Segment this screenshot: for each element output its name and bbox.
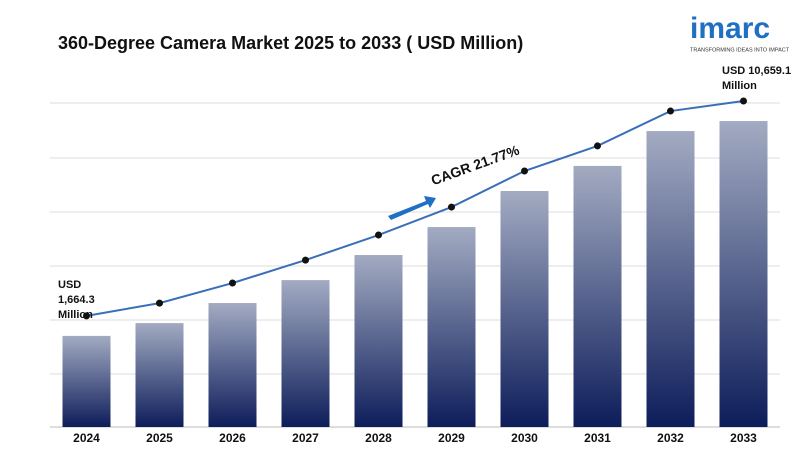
end-label: USD 10,659.1 [722, 65, 791, 77]
bar [500, 190, 549, 427]
bar [573, 165, 622, 427]
start-label: USD [58, 279, 81, 291]
trend-dot [448, 203, 455, 211]
bar [62, 335, 111, 427]
cagr-arrow [388, 196, 436, 220]
trend-line [86, 100, 744, 317]
trend-dot [521, 167, 528, 175]
trend-dot [667, 107, 674, 115]
x-tick-label: 2030 [511, 431, 538, 445]
logo: imarc [690, 12, 770, 45]
x-tick-label: 2029 [438, 431, 465, 445]
bar [354, 255, 403, 427]
logo-tagline: TRANSFORMING IDEAS INTO IMPACT [690, 47, 790, 53]
trend-dot [83, 312, 90, 320]
x-tick-label: 2028 [365, 431, 392, 445]
bar [719, 121, 768, 428]
x-tick-label: 2032 [657, 431, 684, 445]
bar [135, 323, 184, 427]
trend-dot [302, 256, 309, 264]
x-tick-label: 2025 [146, 431, 173, 445]
trend-dot [375, 231, 382, 239]
start-label: Million [58, 309, 93, 321]
bar [646, 131, 695, 427]
x-tick-label: 2033 [730, 431, 757, 445]
cagr-label: CAGR 21.77% [429, 141, 522, 188]
trend-dot [229, 279, 236, 287]
start-label: 1,664.3 [58, 294, 95, 306]
bar [281, 280, 330, 427]
end-label: Million [722, 80, 757, 92]
trend-dot [740, 97, 747, 105]
x-tick-label: 2026 [219, 431, 246, 445]
bar [208, 303, 257, 427]
trend-dot [156, 299, 163, 307]
chart-title: 360-Degree Camera Market 2025 to 2033 ( … [58, 33, 523, 53]
x-tick-label: 2024 [73, 431, 100, 445]
trend-dot [594, 142, 601, 150]
x-tick-label: 2031 [584, 431, 611, 445]
x-tick-label: 2027 [292, 431, 319, 445]
bar [427, 227, 476, 427]
